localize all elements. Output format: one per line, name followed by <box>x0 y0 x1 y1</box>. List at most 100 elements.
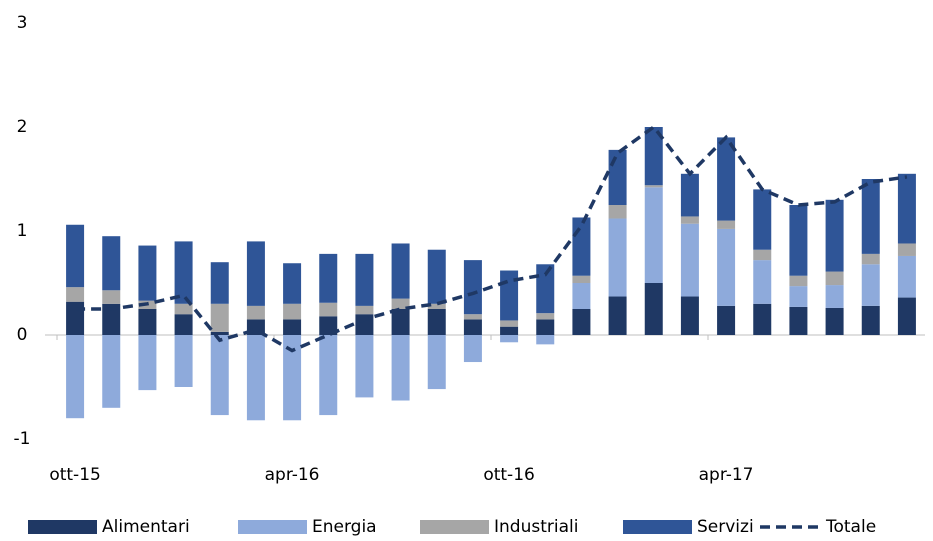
bar-segment <box>66 301 85 335</box>
x-tick-label: apr-16 <box>265 465 320 485</box>
bar-segment <box>427 249 446 304</box>
bar-segment <box>897 173 916 244</box>
bar-segment <box>608 296 627 335</box>
bar-segment <box>717 220 736 229</box>
bar-segment <box>789 205 808 276</box>
legend-label: Energia <box>312 517 377 537</box>
bar-segment <box>717 305 736 335</box>
bar-segment <box>174 241 193 304</box>
bar-segment <box>536 264 555 314</box>
bar-segment <box>861 264 880 306</box>
line <box>75 124 908 353</box>
bar-segment <box>717 228 736 306</box>
bar-segment <box>897 297 916 335</box>
y-tick-label: 2 <box>17 117 28 137</box>
bar-segment <box>391 309 410 335</box>
y-tick-label: 1 <box>17 221 28 241</box>
legend-swatch <box>623 520 692 534</box>
x-tick-label: apr-17 <box>699 465 754 485</box>
bar-segment <box>246 335 265 421</box>
bar-segment <box>825 271 844 286</box>
legend-swatch <box>420 520 489 534</box>
bar-segment <box>608 218 627 297</box>
bar-segment <box>825 285 844 308</box>
bar-segment <box>536 335 555 345</box>
legend-label: Servizi <box>697 517 754 537</box>
bar-segment <box>210 303 229 332</box>
bar-segment <box>753 303 772 335</box>
bar-segment <box>283 263 302 304</box>
bar-segment <box>427 303 446 309</box>
bar-segment <box>789 275 808 287</box>
bar-segment <box>319 335 338 416</box>
bar-segment <box>102 303 121 335</box>
bar-segment <box>572 217 591 276</box>
bar-segment <box>644 127 663 186</box>
legend-label: Alimentari <box>102 517 190 537</box>
bar-segment <box>391 335 410 401</box>
bar-segment <box>463 335 482 363</box>
bar-segment <box>427 309 446 335</box>
legend-label: Totale <box>825 517 876 537</box>
legend-swatch <box>238 520 307 534</box>
bar-segment <box>536 313 555 320</box>
bar-segment <box>717 137 736 221</box>
bar-segment <box>283 335 302 421</box>
bar-segment <box>680 296 699 335</box>
bar-segment <box>463 260 482 315</box>
bar-segment <box>644 185 663 188</box>
bar-segment <box>102 290 121 304</box>
legend-label: Industriali <box>494 517 578 537</box>
bar-segment <box>536 319 555 335</box>
bar-segment <box>572 309 591 335</box>
y-tick-label: 3 <box>17 13 28 33</box>
bar-segment <box>355 305 374 315</box>
bar-segment <box>500 335 519 343</box>
bar-segment <box>608 205 627 219</box>
bar-segment <box>500 270 519 321</box>
bar-segment <box>210 335 229 416</box>
bar-segment <box>753 189 772 250</box>
y-tick-label: -1 <box>14 429 31 449</box>
bar-segment <box>897 243 916 256</box>
bar-segment <box>138 245 157 301</box>
bar-segment <box>66 287 85 302</box>
bar-segment <box>463 319 482 335</box>
bar-segment <box>283 303 302 320</box>
bar-segment <box>644 283 663 335</box>
bar-segment <box>861 179 880 254</box>
bar-segment <box>680 216 699 224</box>
bar-segment <box>608 149 627 205</box>
bar-segment <box>246 305 265 320</box>
bar-segment <box>644 187 663 283</box>
bar-segment <box>753 260 772 304</box>
bar-segment <box>861 305 880 335</box>
x-tick-label: ott-16 <box>483 465 535 485</box>
bar-segment <box>246 241 265 306</box>
bar-segment <box>500 326 519 335</box>
bar-segment <box>102 236 121 291</box>
bar-segment <box>319 302 338 317</box>
bar-segment <box>210 262 229 304</box>
bar-segment <box>572 283 591 309</box>
bar-segment <box>789 306 808 335</box>
bar-segment <box>319 253 338 303</box>
bar-segment <box>355 314 374 335</box>
bar-segment <box>463 314 482 320</box>
bar-segment <box>500 320 519 327</box>
bar-segment <box>789 286 808 307</box>
bar-segment <box>355 253 374 306</box>
bar-segment <box>319 316 338 335</box>
bar-segment <box>138 309 157 335</box>
bar-segment <box>572 275 591 283</box>
bar-segment <box>66 335 85 419</box>
bar-segment <box>174 303 193 315</box>
bar-segment <box>210 331 229 335</box>
bar-segment <box>825 199 844 272</box>
y-tick-label: 0 <box>17 325 28 345</box>
bar-segment <box>174 314 193 335</box>
bar-segment <box>680 173 699 217</box>
bar-segment <box>427 335 446 390</box>
bar-segment <box>753 249 772 261</box>
